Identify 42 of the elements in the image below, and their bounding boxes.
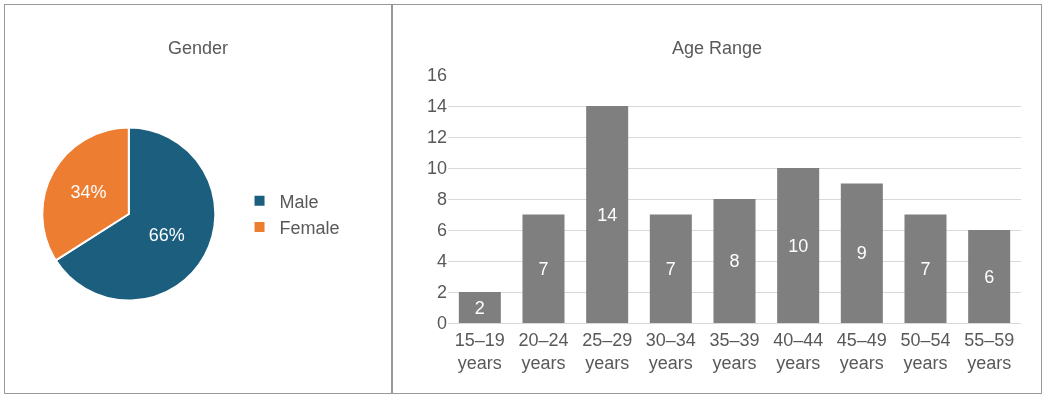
y-tick-label: 14 [426, 96, 447, 117]
data-label: 9 [856, 243, 867, 264]
x-tick-label: 15–19 years [454, 329, 505, 373]
chart-title: Gender [167, 37, 229, 58]
legend-label: Male [279, 191, 319, 212]
bar [522, 214, 565, 323]
x-tick-label: 55–59 years [964, 329, 1015, 373]
data-label: 34% [70, 181, 107, 202]
data-label: 66% [148, 224, 185, 245]
data-label: 10 [788, 235, 809, 256]
bar [904, 214, 947, 323]
data-label: 7 [665, 258, 676, 279]
x-tick-label: 25–29 years [582, 329, 633, 373]
data-label: 14 [597, 204, 618, 225]
data-label: 7 [538, 258, 549, 279]
chart-title: Age Range [671, 37, 763, 58]
y-tick-label: 0 [436, 313, 447, 334]
x-tick-label: 50–54 years [900, 329, 951, 373]
x-tick-label: 40–44 years [773, 329, 824, 373]
legend-label: Female [279, 218, 340, 239]
bar [840, 183, 883, 323]
data-label: 6 [984, 266, 995, 287]
data-label: 2 [474, 297, 485, 318]
y-tick-label: 2 [436, 282, 447, 303]
data-label: 8 [729, 251, 740, 271]
y-tick-label: 12 [426, 127, 447, 148]
bar [649, 214, 692, 323]
bar [458, 292, 501, 323]
bar [586, 106, 629, 323]
bar [713, 199, 756, 323]
x-tick-label: 30–34 years [645, 329, 696, 373]
x-tick-label: 45–49 years [836, 329, 887, 373]
bar [968, 230, 1011, 323]
y-tick-label: 10 [426, 158, 447, 179]
data-label: 7 [920, 258, 931, 279]
x-tick-label: 35–39 years [709, 329, 760, 373]
y-tick-label: 6 [436, 220, 447, 241]
x-tick-label: 20–24 years [518, 329, 569, 373]
bar [777, 168, 820, 323]
y-tick-label: 16 [426, 65, 447, 86]
y-tick-label: 8 [436, 189, 447, 210]
y-tick-label: 4 [436, 251, 447, 272]
